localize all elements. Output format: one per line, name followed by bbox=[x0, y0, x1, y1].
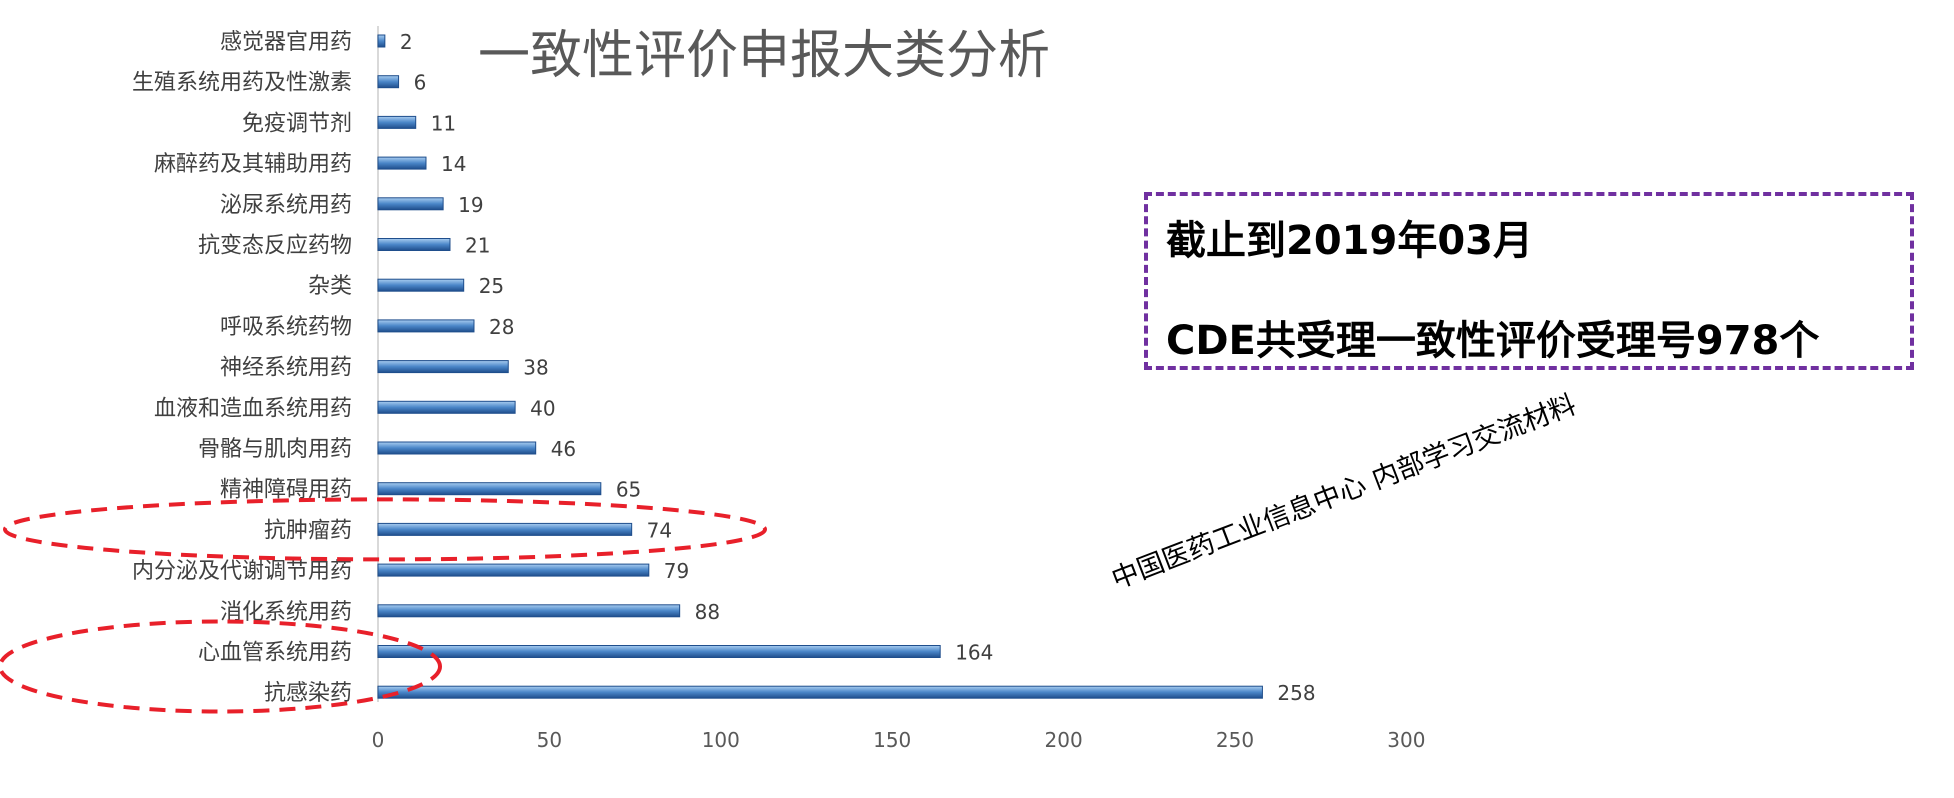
bar-7 bbox=[378, 320, 474, 332]
x-tick-1: 50 bbox=[537, 728, 562, 752]
info-date: 截止到2019年03月 bbox=[1166, 208, 1533, 266]
value-label-16: 258 bbox=[1277, 681, 1315, 705]
category-label-10: 骨骼与肌肉用药 bbox=[198, 437, 352, 462]
value-label-10: 46 bbox=[551, 437, 576, 461]
bar-13 bbox=[378, 564, 649, 576]
x-tick-5: 250 bbox=[1216, 728, 1254, 752]
bars-group bbox=[378, 35, 1262, 698]
bar-4 bbox=[378, 198, 443, 210]
category-label-9: 血液和造血系统用药 bbox=[154, 396, 352, 421]
value-label-2: 11 bbox=[431, 111, 456, 135]
info-box: 截止到2019年03月 CDE共受理一致性评价受理号978个 bbox=[1144, 192, 1914, 370]
value-label-8: 38 bbox=[523, 356, 548, 380]
bar-1 bbox=[378, 76, 399, 88]
bar-10 bbox=[378, 442, 536, 454]
category-label-12: 抗肿瘤药 bbox=[264, 518, 352, 543]
value-label-0: 2 bbox=[400, 30, 413, 54]
value-label-15: 164 bbox=[955, 641, 993, 665]
bar-16 bbox=[378, 686, 1262, 698]
value-label-4: 19 bbox=[458, 193, 483, 217]
x-tick-2: 100 bbox=[702, 728, 740, 752]
value-label-9: 40 bbox=[530, 396, 555, 420]
category-label-3: 麻醉药及其辅助用药 bbox=[154, 152, 352, 177]
bar-3 bbox=[378, 157, 426, 169]
bar-14 bbox=[378, 605, 680, 617]
info-total: CDE共受理一致性评价受理号978个 bbox=[1166, 308, 1819, 366]
x-tick-0: 0 bbox=[372, 728, 385, 752]
category-label-4: 泌尿系统用药 bbox=[220, 193, 352, 218]
bar-11 bbox=[378, 483, 601, 495]
bar-8 bbox=[378, 361, 508, 373]
x-tick-6: 300 bbox=[1387, 728, 1425, 752]
bar-6 bbox=[378, 279, 464, 291]
category-label-7: 呼吸系统药物 bbox=[220, 315, 352, 340]
value-label-11: 65 bbox=[616, 478, 641, 502]
highlight-ellipse-1 bbox=[0, 622, 440, 712]
value-label-3: 14 bbox=[441, 152, 466, 176]
x-tick-3: 150 bbox=[873, 728, 911, 752]
category-label-2: 免疫调节剂 bbox=[242, 111, 352, 136]
category-label-13: 内分泌及代谢调节用药 bbox=[132, 559, 352, 584]
value-label-7: 28 bbox=[489, 315, 514, 339]
category-labels: 感觉器官用药生殖系统用药及性激素免疫调节剂麻醉药及其辅助用药泌尿系统用药抗变态反… bbox=[132, 30, 352, 706]
bar-9 bbox=[378, 401, 515, 413]
category-label-1: 生殖系统用药及性激素 bbox=[132, 71, 352, 96]
value-label-12: 74 bbox=[647, 518, 672, 542]
x-tick-4: 200 bbox=[1045, 728, 1083, 752]
category-label-15: 心血管系统用药 bbox=[198, 641, 352, 666]
category-label-0: 感觉器官用药 bbox=[220, 30, 352, 55]
bar-15 bbox=[378, 646, 940, 658]
category-label-5: 抗变态反应药物 bbox=[198, 234, 352, 259]
x-tick-labels: 0 50 100 150 200 250 300 bbox=[372, 728, 1426, 752]
value-label-1: 6 bbox=[414, 71, 427, 95]
category-label-6: 杂类 bbox=[308, 274, 352, 299]
value-label-14: 88 bbox=[695, 600, 720, 624]
bar-0 bbox=[378, 35, 385, 47]
bar-5 bbox=[378, 239, 450, 251]
bar-2 bbox=[378, 116, 416, 128]
value-label-13: 79 bbox=[664, 559, 689, 583]
chart-title: 一致性评价申报大类分析 bbox=[478, 26, 1050, 86]
value-label-5: 21 bbox=[465, 234, 490, 258]
category-label-8: 神经系统用药 bbox=[220, 356, 352, 381]
value-label-6: 25 bbox=[479, 274, 504, 298]
bar-12 bbox=[378, 523, 632, 535]
